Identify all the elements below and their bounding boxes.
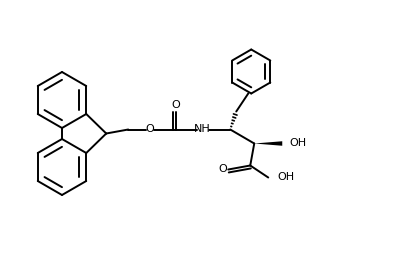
- Text: OH: OH: [277, 172, 294, 182]
- Polygon shape: [254, 141, 282, 146]
- Text: NH: NH: [194, 125, 211, 134]
- Text: OH: OH: [289, 139, 306, 148]
- Text: O: O: [172, 101, 181, 111]
- Text: O: O: [146, 125, 155, 134]
- Text: O: O: [219, 164, 228, 175]
